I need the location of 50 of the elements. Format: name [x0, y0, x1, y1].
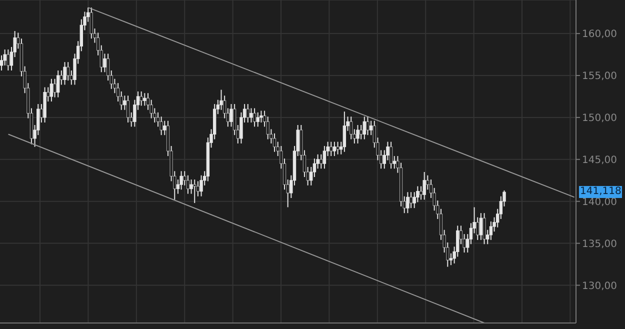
y-tick-label: 135,00	[582, 238, 617, 250]
candlestick	[359, 124, 363, 140]
y-tick-label: 160,00	[582, 29, 617, 40]
candlestick	[489, 220, 493, 240]
candlestick	[422, 171, 426, 200]
candlestick	[50, 78, 54, 102]
candlestick	[406, 192, 410, 214]
candlestick	[366, 116, 370, 136]
candlestick	[186, 174, 190, 194]
candlestick	[479, 212, 483, 240]
candlestick	[250, 108, 253, 123]
candlestick	[272, 132, 276, 152]
candlestick	[409, 192, 413, 209]
candlestick	[63, 62, 66, 86]
candlestick	[320, 154, 323, 170]
candlestick	[193, 179, 196, 204]
candlestick	[246, 104, 250, 123]
candlestick	[260, 110, 263, 123]
candlestick	[126, 95, 130, 123]
candlestick	[389, 141, 393, 170]
y-tick-label: 155,00	[582, 71, 617, 82]
candlestick	[200, 174, 203, 197]
y-tick-label: 150,00	[582, 113, 617, 124]
candlestick	[53, 78, 56, 98]
text: 141,118	[579, 186, 622, 198]
y-tick-label: 145,00	[582, 154, 617, 166]
candlestick	[56, 70, 60, 98]
candlestick	[143, 92, 146, 106]
candlestick	[482, 212, 486, 245]
candlestick	[160, 116, 163, 136]
candlestick	[322, 145, 326, 170]
candlestick	[342, 111, 346, 152]
candlestick	[356, 124, 360, 144]
y-tick-label: 130,00	[582, 280, 617, 292]
candlestick	[252, 108, 256, 128]
candlestick	[330, 141, 333, 157]
candlestick	[336, 141, 340, 155]
candlestick	[349, 116, 353, 140]
candlestick	[103, 53, 106, 73]
candlestick	[140, 90, 143, 106]
candlestick	[220, 89, 223, 110]
candlestick	[230, 104, 233, 128]
candlestick	[362, 116, 366, 140]
candlestick	[66, 62, 70, 82]
candlestick	[256, 112, 260, 128]
candlestick	[180, 170, 183, 190]
candlestick	[332, 141, 336, 157]
candlestick	[6, 49, 10, 71]
candlestick	[90, 7, 93, 40]
y-tick-label: 140,00	[582, 196, 617, 208]
